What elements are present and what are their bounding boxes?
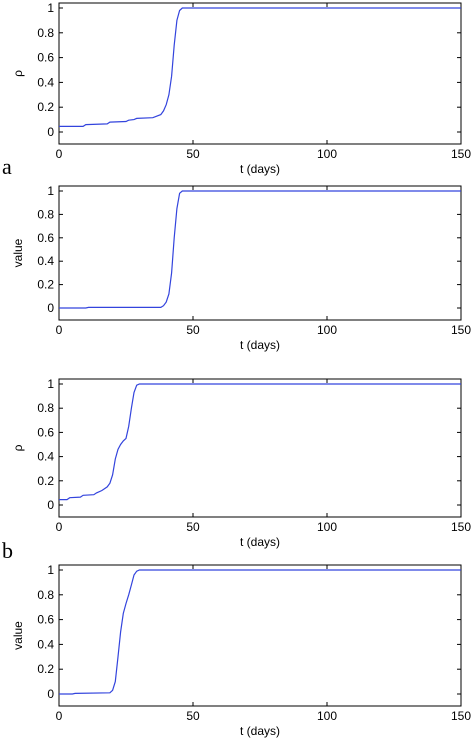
plot-frame	[58, 378, 462, 518]
x-axis-label: t (days)	[240, 724, 280, 738]
panel-label-a: a	[2, 154, 12, 179]
y-axis-label: value	[11, 238, 25, 267]
chart-1: 0 50 100 150 0 0.2 0.4 0.6 0.8 1 t (days) ρ	[11, 1, 471, 176]
y-tick-label: 0.2	[37, 100, 54, 114]
y-axis-label: value	[11, 621, 25, 650]
x-tick-label: 150	[451, 323, 471, 337]
plot-frame	[58, 2, 462, 145]
y-tick-label: 0	[47, 498, 54, 512]
series-line	[59, 569, 461, 695]
x-axis-label: t (days)	[240, 338, 280, 352]
y-axis-label: ρ	[11, 70, 25, 77]
y-tick-label: 1	[47, 377, 54, 391]
y-tick-label: 0.6	[37, 425, 54, 439]
y-tick-label: 1	[47, 184, 54, 198]
y-tick-label: 0.4	[37, 450, 54, 464]
y-tick-label: 0.8	[37, 588, 54, 602]
x-axis-label: t (days)	[240, 162, 280, 176]
x-tick-label: 0	[56, 709, 63, 723]
y-tick-label: 0.4	[37, 637, 54, 651]
x-tick-label: 50	[186, 147, 200, 161]
x-tick-label: 50	[186, 520, 200, 534]
series-line	[59, 190, 461, 309]
y-tick-label: 1	[47, 1, 54, 15]
y-tick-label: 0	[47, 687, 54, 701]
x-axis-label: t (days)	[240, 535, 280, 549]
x-tick-label: 150	[451, 520, 471, 534]
y-tick-label: 0.2	[37, 278, 54, 292]
y-tick-label: 0.8	[37, 401, 54, 415]
panel-label-b: b	[2, 538, 13, 563]
x-tick-label: 0	[56, 323, 63, 337]
x-tick-label: 50	[186, 709, 200, 723]
x-tick-label: 50	[186, 323, 200, 337]
plot-frame	[58, 564, 462, 707]
y-axis-label: ρ	[11, 444, 25, 451]
chart-3: 0 50 100 150 0 0.2 0.4 0.6 0.8 1 t (days) ρ	[11, 377, 471, 549]
x-tick-label: 150	[451, 147, 471, 161]
plot-frame	[58, 185, 462, 321]
chart-2: 0 50 100 150 0 0.2 0.4 0.6 0.8 1 t (days) value	[11, 184, 471, 352]
y-tick-label: 0	[47, 301, 54, 315]
y-tick-label: 0.8	[37, 207, 54, 221]
x-tick-label: 100	[317, 709, 337, 723]
x-tick-label: 100	[317, 323, 337, 337]
y-tick-label: 0.4	[37, 75, 54, 89]
y-tick-label: 1	[47, 563, 54, 577]
y-tick-label: 0.8	[37, 26, 54, 40]
y-tick-label: 0.4	[37, 254, 54, 268]
y-tick-label: 0.2	[37, 474, 54, 488]
y-tick-label: 0.6	[37, 231, 54, 245]
x-tick-label: 0	[56, 147, 63, 161]
x-tick-label: 100	[317, 520, 337, 534]
y-tick-label: 0.2	[37, 662, 54, 676]
y-tick-label: 0.6	[37, 613, 54, 627]
series-line	[59, 383, 461, 501]
y-tick-label: 0.6	[37, 51, 54, 65]
x-tick-label: 0	[56, 520, 63, 534]
y-tick-label: 0	[47, 125, 54, 139]
series-line	[59, 7, 461, 127]
chart-4: 0 50 100 150 0 0.2 0.4 0.6 0.8 1 t (days) value	[11, 563, 471, 738]
x-tick-label: 100	[317, 147, 337, 161]
x-tick-label: 150	[451, 709, 471, 723]
